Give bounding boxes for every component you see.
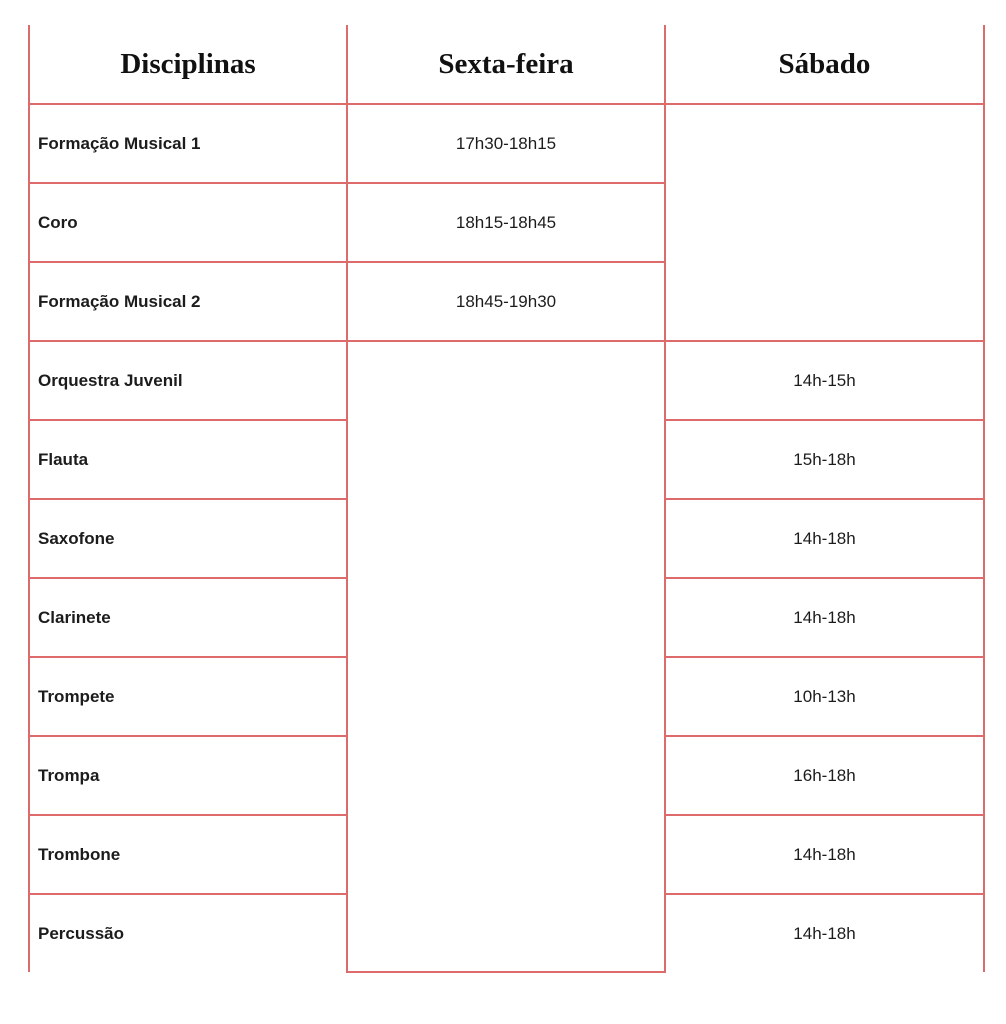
cell-sabado-merged-empty bbox=[664, 103, 985, 342]
cell-sexta-time: 18h45-19h30 bbox=[346, 261, 666, 342]
cell-sexta-merged-empty bbox=[346, 340, 666, 973]
cell-disciplina: Trompete bbox=[28, 656, 348, 737]
table-row: Flauta 15h-18h bbox=[28, 419, 985, 500]
cell-disciplina: Trompa bbox=[28, 735, 348, 816]
cell-sabado-time: 10h-13h bbox=[664, 656, 985, 737]
table-row: Formação Musical 1 17h30-18h15 bbox=[28, 103, 985, 342]
header-row: Disciplinas Sexta-feira Sábado bbox=[28, 25, 985, 105]
cell-disciplina: Flauta bbox=[28, 419, 348, 500]
cell-disciplina: Clarinete bbox=[28, 577, 348, 658]
schedule-table: Disciplinas Sexta-feira Sábado Formação … bbox=[28, 25, 985, 973]
cell-disciplina: Orquestra Juvenil bbox=[28, 340, 348, 421]
cell-sabado-time: 14h-18h bbox=[664, 893, 985, 972]
cell-sexta-time: 17h30-18h15 bbox=[346, 103, 666, 184]
cell-disciplina: Percussão bbox=[28, 893, 348, 972]
cell-sabado-time: 16h-18h bbox=[664, 735, 985, 816]
header-sexta-feira: Sexta-feira bbox=[346, 25, 666, 105]
cell-disciplina: Saxofone bbox=[28, 498, 348, 579]
cell-sabado-time: 14h-18h bbox=[664, 814, 985, 895]
cell-sabado-time: 14h-18h bbox=[664, 498, 985, 579]
table-row: Trombone 14h-18h bbox=[28, 814, 985, 895]
cell-sexta-time: 18h15-18h45 bbox=[346, 182, 666, 263]
table-row: Orquestra Juvenil 14h-15h bbox=[28, 340, 985, 973]
cell-disciplina: Formação Musical 1 bbox=[28, 103, 348, 184]
cell-sabado-time: 15h-18h bbox=[664, 419, 985, 500]
table-row: Saxofone 14h-18h bbox=[28, 498, 985, 579]
table-row: Clarinete 14h-18h bbox=[28, 577, 985, 658]
table-row: Trompa 16h-18h bbox=[28, 735, 985, 816]
header-sabado: Sábado bbox=[664, 25, 985, 105]
table-row: Percussão 14h-18h bbox=[28, 893, 985, 972]
table-row: Trompete 10h-13h bbox=[28, 656, 985, 737]
cell-disciplina: Coro bbox=[28, 182, 348, 263]
cell-sabado-time: 14h-18h bbox=[664, 577, 985, 658]
cell-disciplina: Formação Musical 2 bbox=[28, 261, 348, 342]
header-disciplinas: Disciplinas bbox=[28, 25, 348, 105]
cell-disciplina: Trombone bbox=[28, 814, 348, 895]
cell-sabado-time: 14h-15h bbox=[664, 340, 985, 421]
table-row: Coro 18h15-18h45 bbox=[28, 182, 984, 263]
table-row: Formação Musical 2 18h45-19h30 bbox=[28, 261, 984, 342]
